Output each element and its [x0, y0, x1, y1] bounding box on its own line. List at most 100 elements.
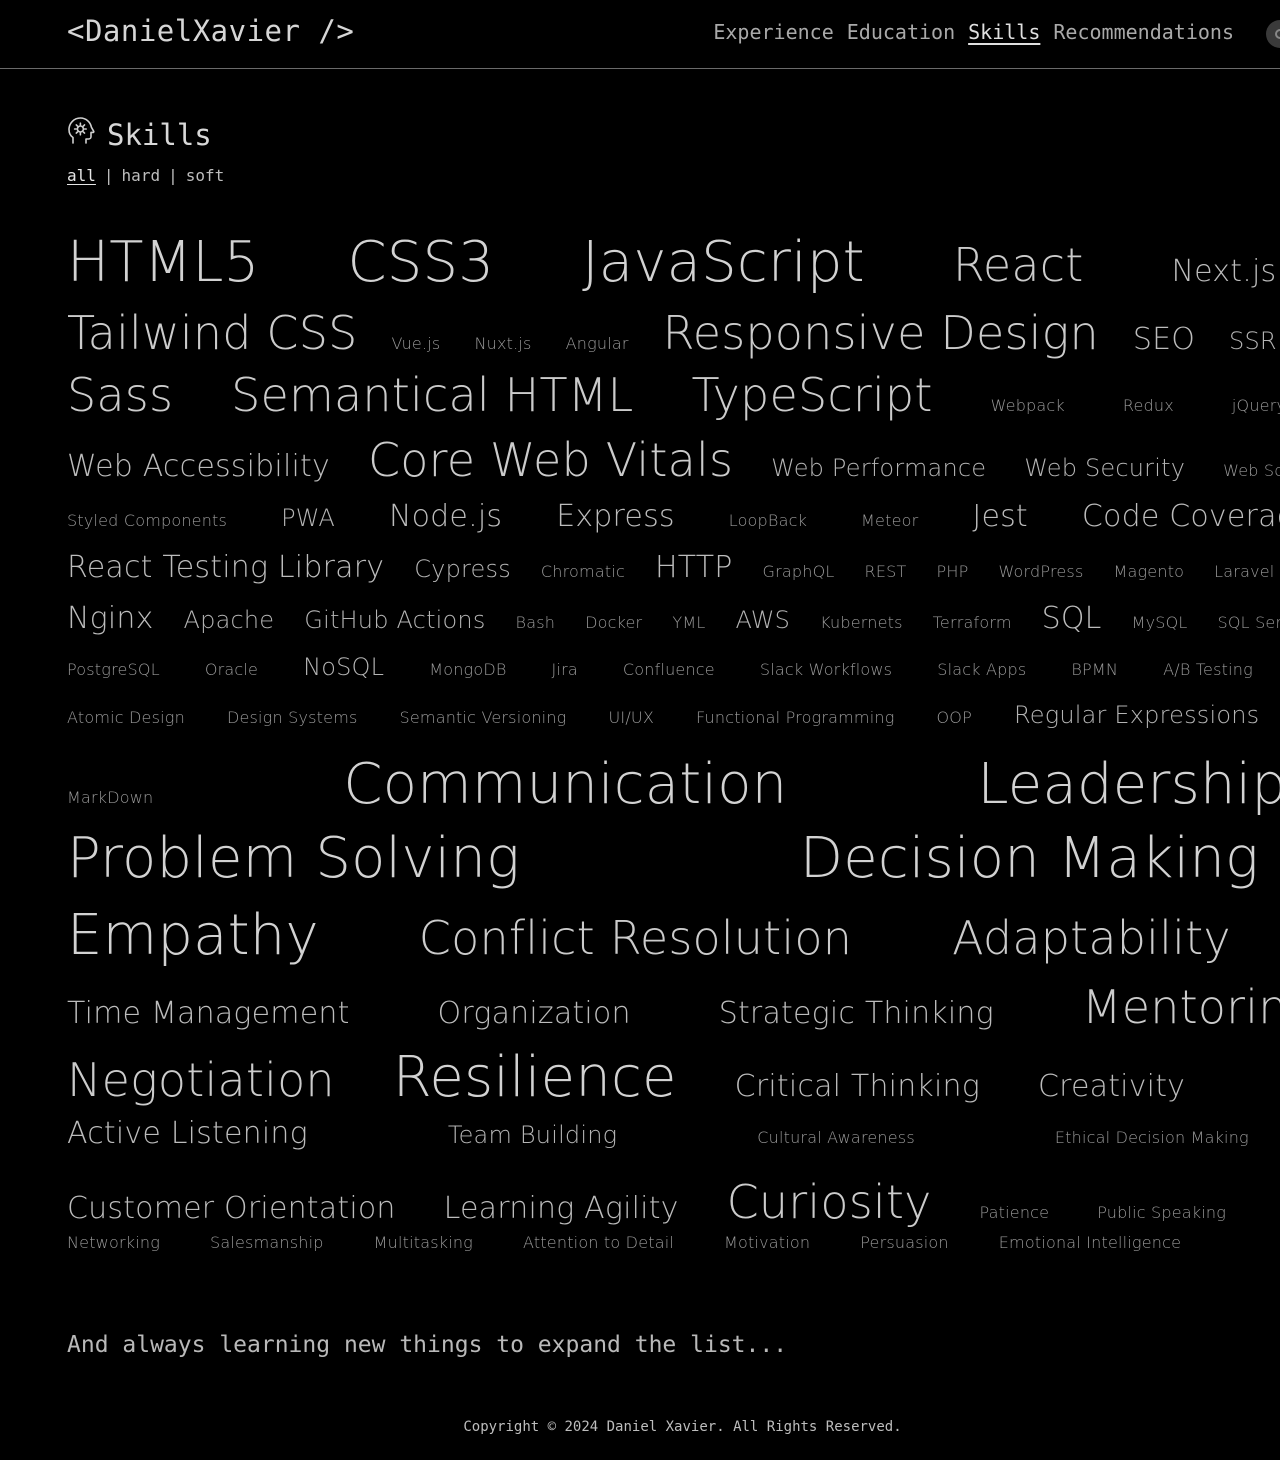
skill-tag[interactable]: WordPress	[998, 562, 1084, 581]
skill-tag[interactable]: HTML5	[67, 230, 260, 295]
skill-tag[interactable]: Nuxt.js	[474, 334, 532, 353]
skill-tag[interactable]: Adaptability	[952, 911, 1231, 965]
skill-tag[interactable]: LoopBack	[728, 511, 808, 530]
skill-tag[interactable]: Styled Components	[67, 511, 228, 530]
skill-tag[interactable]: Docker	[585, 613, 643, 632]
skill-tag[interactable]: Negotiation	[67, 1053, 335, 1107]
skill-tag[interactable]: Functional Programming	[695, 708, 895, 727]
skill-tag[interactable]: Cypress	[414, 555, 511, 583]
skill-tag[interactable]: Web Performance	[771, 454, 987, 482]
skill-tag[interactable]: GitHub Actions	[304, 606, 486, 634]
skill-tag[interactable]: UI/UX	[608, 708, 654, 727]
skill-tag[interactable]: Patience	[979, 1203, 1050, 1222]
skill-tag[interactable]: Magento	[1113, 562, 1185, 581]
skill-tag[interactable]: Slack Workflows	[759, 660, 893, 679]
skill-tag[interactable]: Curiosity	[726, 1175, 932, 1229]
skill-tag[interactable]: Apache	[183, 606, 275, 634]
skill-tag[interactable]: JavaScript	[582, 230, 865, 295]
filter-soft[interactable]: soft	[185, 166, 225, 185]
skill-tag[interactable]: SQL	[1041, 601, 1102, 636]
skill-tag[interactable]: Salesmanship	[210, 1233, 324, 1252]
skill-tag[interactable]: Persuasion	[860, 1233, 949, 1252]
skill-tag[interactable]: Time Management	[67, 996, 350, 1031]
skill-tag[interactable]: Laravel	[1214, 562, 1275, 581]
skill-tag[interactable]: Public Speaking	[1097, 1203, 1227, 1222]
skill-tag[interactable]: GraphQL	[762, 562, 835, 581]
skill-tag[interactable]: REST	[864, 562, 907, 581]
skill-tag[interactable]: Attention to Detail	[523, 1233, 675, 1252]
skill-tag[interactable]: Webpack	[990, 396, 1065, 415]
nav-experience[interactable]: Experience	[713, 20, 834, 44]
skill-tag[interactable]: Motivation	[724, 1233, 811, 1252]
skill-tag[interactable]: Sass	[67, 368, 174, 422]
skill-tag[interactable]: Kubernets	[820, 613, 903, 632]
skill-tag[interactable]: Terraform	[932, 613, 1012, 632]
skill-tag[interactable]: Leadership	[977, 752, 1280, 817]
skill-tag[interactable]: AWS	[735, 606, 791, 634]
skill-tag[interactable]: Mentoring	[1081, 980, 1280, 1034]
skill-tag[interactable]: React Testing Library	[67, 550, 385, 585]
skill-tag[interactable]: MySQL	[1131, 613, 1188, 632]
skill-tag[interactable]: Creativity	[1037, 1069, 1186, 1104]
skill-tag[interactable]: Multitasking	[373, 1233, 473, 1252]
skill-tag[interactable]: Problem Solving	[67, 826, 520, 891]
skill-tag[interactable]: Semantic Versioning	[399, 708, 567, 727]
skill-tag[interactable]: Decision Making	[799, 826, 1259, 891]
skill-tag[interactable]: OOP	[936, 708, 972, 727]
nav-skills[interactable]: Skills	[968, 20, 1041, 44]
skill-tag[interactable]: Ethical Decision Making	[1054, 1128, 1249, 1147]
skill-tag[interactable]: Empathy	[67, 903, 319, 968]
skill-tag[interactable]: Redux	[1122, 396, 1174, 415]
skill-tag[interactable]: Vue.js	[391, 334, 441, 353]
skill-tag[interactable]: Next.js	[1171, 254, 1277, 289]
skill-tag[interactable]: MongoDB	[429, 660, 507, 679]
skill-tag[interactable]: Responsive Design	[662, 306, 1099, 360]
skill-tag[interactable]: Slack Apps	[937, 660, 1027, 679]
skill-tag[interactable]: Conflict Resolution	[418, 911, 853, 965]
skill-tag[interactable]: Critical Thinking	[734, 1069, 980, 1104]
skill-tag[interactable]: Bash	[515, 613, 556, 632]
filter-hard[interactable]: hard	[121, 166, 161, 185]
skill-tag[interactable]: Core Web Vitals	[367, 433, 734, 487]
skill-tag[interactable]: Code Coverage	[1081, 499, 1280, 534]
skill-tag[interactable]: BPMN	[1071, 660, 1119, 679]
skill-tag[interactable]: Semantical HTML	[231, 368, 634, 422]
skill-tag[interactable]: Communication	[343, 752, 788, 817]
skill-tag[interactable]: Team Building	[447, 1121, 618, 1149]
skill-tag[interactable]: Nginx	[67, 601, 154, 636]
skill-tag[interactable]: Resilience	[392, 1045, 677, 1110]
site-logo[interactable]: <DanielXavier />	[67, 14, 355, 48]
skill-tag[interactable]: MarkDown	[67, 788, 154, 807]
nav-recommendations[interactable]: Recommendations	[1053, 20, 1234, 44]
skill-tag[interactable]: PostgreSQL	[67, 660, 160, 679]
skill-tag[interactable]: HTTP	[654, 550, 733, 585]
skill-tag[interactable]: Cultural Awareness	[757, 1128, 915, 1147]
skill-tag[interactable]: Organization	[437, 996, 631, 1031]
skill-tag[interactable]: Tailwind CSS	[67, 306, 358, 360]
skill-tag[interactable]: SQL Server	[1217, 613, 1280, 632]
skill-tag[interactable]: Express	[556, 499, 675, 534]
skill-tag[interactable]: Networking	[67, 1233, 160, 1252]
skill-tag[interactable]: Node.js	[388, 499, 503, 534]
skill-tag[interactable]: SEO	[1132, 322, 1196, 357]
skill-tag[interactable]: TypeScript	[691, 368, 933, 422]
skill-tag[interactable]: PHP	[936, 562, 969, 581]
skill-tag[interactable]: Atomic Design	[67, 708, 185, 727]
theme-toggle-button[interactable]	[1266, 20, 1280, 48]
skill-tag[interactable]: SSR	[1229, 327, 1277, 355]
skill-tag[interactable]: Regular Expressions	[1013, 701, 1260, 729]
skill-tag[interactable]: Web Accessibility	[67, 449, 330, 484]
skill-tag[interactable]: Active Listening	[67, 1116, 308, 1151]
skill-tag[interactable]: NoSQL	[303, 653, 385, 681]
skill-tag[interactable]: Learning Agility	[443, 1191, 679, 1226]
skill-tag[interactable]: Oracle	[204, 660, 259, 679]
skill-tag[interactable]: Strategic Thinking	[718, 996, 994, 1031]
skill-tag[interactable]: Confluence	[622, 660, 715, 679]
skill-tag[interactable]: Web Sockets	[1223, 461, 1280, 480]
skill-tag[interactable]: Web Security	[1024, 454, 1186, 482]
skill-tag[interactable]: Chromatic	[540, 562, 625, 581]
skill-tag[interactable]: YML	[672, 613, 706, 632]
skill-tag[interactable]: jQuery	[1231, 396, 1280, 415]
skill-tag[interactable]: Angular	[565, 334, 629, 353]
skill-tag[interactable]: Emotional Intelligence	[998, 1233, 1182, 1252]
